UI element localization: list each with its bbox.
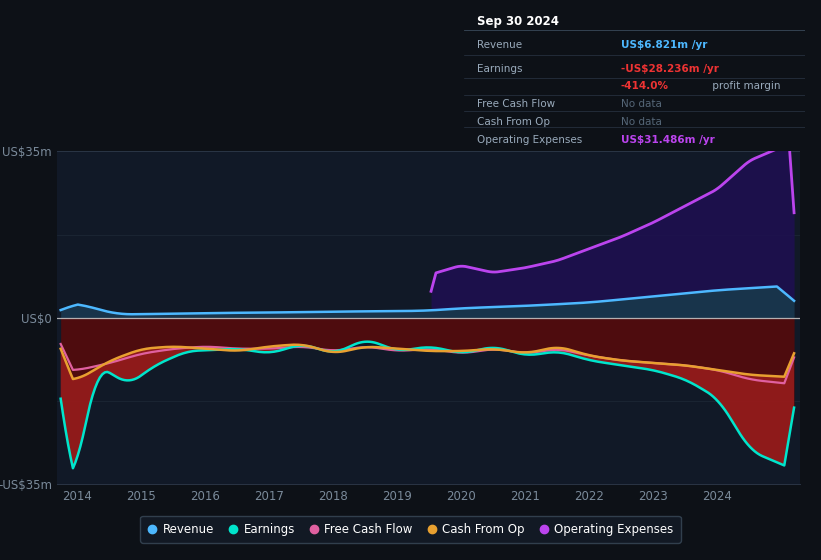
Text: Revenue: Revenue <box>478 40 523 50</box>
Text: No data: No data <box>621 117 662 127</box>
Text: US$31.486m /yr: US$31.486m /yr <box>621 135 714 145</box>
Legend: Revenue, Earnings, Free Cash Flow, Cash From Op, Operating Expenses: Revenue, Earnings, Free Cash Flow, Cash … <box>140 516 681 543</box>
Text: -US$28.236m /yr: -US$28.236m /yr <box>621 64 718 74</box>
Text: profit margin: profit margin <box>709 81 781 91</box>
Text: Free Cash Flow: Free Cash Flow <box>478 99 556 109</box>
Text: Earnings: Earnings <box>478 64 523 74</box>
Text: US$6.821m /yr: US$6.821m /yr <box>621 40 707 50</box>
Text: -414.0%: -414.0% <box>621 81 668 91</box>
Text: Operating Expenses: Operating Expenses <box>478 135 583 145</box>
Text: Cash From Op: Cash From Op <box>478 117 551 127</box>
Text: Sep 30 2024: Sep 30 2024 <box>478 15 559 27</box>
Text: No data: No data <box>621 99 662 109</box>
